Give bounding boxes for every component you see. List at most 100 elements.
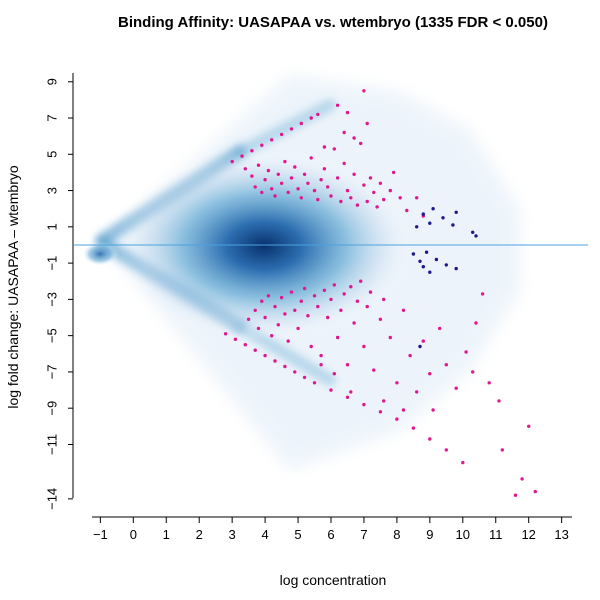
significant-point [260,190,264,195]
significant-point [342,130,346,135]
significant-point [283,312,287,316]
low-ratio-point [421,212,425,216]
significant-point [329,388,333,392]
significant-point [286,339,290,343]
significant-point [368,176,373,180]
significant-point [368,290,373,294]
significant-point [520,477,524,481]
significant-point [319,353,323,358]
significant-point [464,350,468,354]
y-tick-label: −9 [45,401,60,416]
y-tick-label: −1 [45,256,60,271]
y-tick-label: −7 [45,365,60,380]
significant-point [444,448,448,452]
low-ratio-point [441,216,445,220]
significant-point [296,326,300,331]
significant-point [391,170,396,175]
significant-point [273,359,277,363]
x-tick-label: 7 [360,527,367,542]
significant-point [283,364,287,369]
significant-point [309,344,313,349]
significant-point [415,196,419,200]
significant-point [276,172,280,176]
significant-point [421,339,425,343]
significant-point [335,176,340,180]
significant-point [326,185,330,189]
significant-point [293,308,297,312]
significant-point [345,363,350,367]
significant-point [454,386,458,390]
significant-point [474,321,478,325]
significant-point [240,154,244,158]
x-axis-ticks: −1 0 1 2 3 4 5 6 7 8 9 10 11 12 13 [93,517,569,542]
significant-point [270,187,274,191]
significant-point [339,199,343,204]
significant-point [293,370,297,374]
y-tick-label: −3 [45,292,60,307]
significant-point [411,426,416,430]
x-tick-label: 4 [261,527,268,542]
significant-point [405,208,409,213]
significant-point [362,89,366,93]
significant-point [431,408,435,412]
significant-point [359,141,363,146]
significant-point [316,304,320,309]
significant-point [223,332,228,336]
x-tick-label: 11 [489,527,503,542]
significant-point [415,390,419,394]
significant-point [375,205,379,209]
significant-point [289,176,294,180]
significant-point [309,116,313,120]
low-ratio-point [454,210,458,214]
significant-point [372,190,376,195]
significant-point [306,314,310,318]
x-tick-label: −1 [93,527,108,542]
y-tick-label: 3 [45,187,60,194]
significant-point [293,165,297,169]
significant-point [388,335,392,340]
low-ratio-point [421,265,425,269]
significant-point [398,196,402,200]
significant-point [302,375,307,380]
x-tick-label: 0 [130,527,137,542]
x-tick-label: 8 [393,527,400,542]
significant-point [243,167,247,171]
significant-point [253,308,257,312]
significant-point [322,145,327,149]
significant-point [362,402,366,407]
significant-point [355,299,360,303]
x-tick-label: 10 [456,527,470,542]
significant-point [253,348,257,352]
y-tick-label: −5 [45,328,60,343]
significant-point [316,112,320,117]
y-tick-label: 5 [45,151,60,158]
significant-point [253,185,257,189]
low-ratio-point [474,234,478,238]
significant-point [444,363,448,367]
significant-point [365,304,369,309]
y-tick-label: −11 [45,434,60,455]
significant-point [372,368,376,372]
axes [72,73,572,518]
x-tick-label: 5 [294,527,301,542]
significant-point [266,294,271,298]
significant-point [497,399,501,403]
x-tick-label: 13 [554,527,568,542]
significant-point [230,159,234,164]
significant-point [329,194,333,198]
significant-point [513,493,518,497]
significant-point [533,489,537,494]
significant-point [388,188,392,193]
significant-point [273,304,277,309]
significant-point [246,317,251,321]
low-ratio-point [454,266,458,271]
significant-point [312,381,317,385]
significant-point [270,334,274,338]
low-ratio-point [471,230,475,234]
significant-point [335,103,340,108]
density-core [114,151,414,341]
significant-point [256,326,261,331]
y-tick-label: 9 [45,78,60,85]
significant-point [279,181,284,185]
